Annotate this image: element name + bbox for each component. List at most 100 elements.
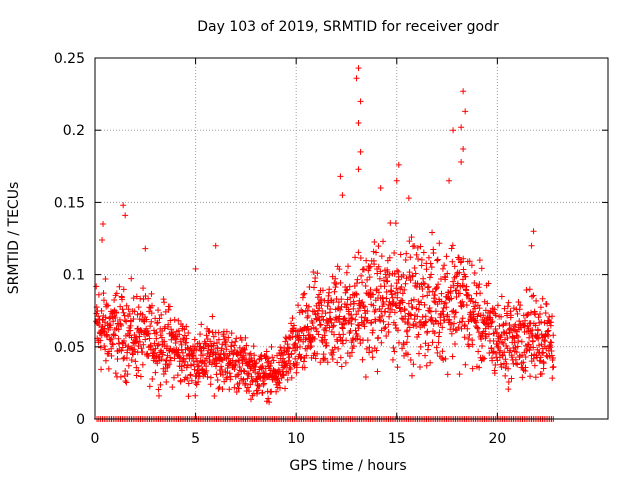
- data-point: [331, 331, 338, 338]
- data-point: [430, 250, 437, 257]
- data-point: [403, 275, 410, 282]
- data-point: [470, 308, 477, 315]
- data-point: [373, 347, 380, 354]
- data-point: [459, 298, 466, 305]
- data-point: [298, 354, 305, 361]
- data-point: [494, 302, 501, 309]
- data-point: [185, 380, 192, 387]
- data-point: [385, 328, 392, 335]
- data-point: [415, 331, 422, 338]
- data-point: [241, 381, 248, 388]
- data-point: [267, 389, 274, 396]
- data-point: [142, 336, 149, 343]
- data-point: [176, 353, 183, 360]
- data-point: [134, 338, 141, 345]
- data-point: [107, 322, 114, 329]
- data-point: [481, 355, 488, 362]
- data-point: [502, 320, 509, 327]
- data-point: [288, 374, 295, 381]
- data-point: [191, 361, 198, 368]
- data-point: [505, 299, 512, 306]
- data-point: [332, 275, 339, 282]
- data-point: [314, 294, 321, 301]
- data-point: [135, 304, 142, 311]
- data-point: [536, 311, 543, 318]
- data-point: [326, 324, 333, 331]
- data-point: [446, 177, 453, 184]
- data-point: [354, 332, 361, 339]
- data-point: [401, 307, 408, 314]
- data-point: [334, 359, 341, 366]
- data-point: [489, 349, 496, 356]
- data-point: [357, 98, 364, 105]
- data-point: [458, 325, 465, 332]
- data-point: [177, 378, 184, 385]
- data-point: [369, 327, 376, 334]
- data-point: [337, 354, 344, 361]
- data-point: [356, 322, 363, 329]
- data-point: [366, 344, 373, 351]
- data-point: [193, 346, 200, 353]
- data-point: [123, 355, 130, 362]
- data-point: [263, 348, 270, 355]
- data-point: [517, 302, 524, 309]
- data-point: [474, 325, 481, 332]
- data-point: [382, 308, 389, 315]
- data-point: [357, 148, 364, 155]
- data-point: [304, 345, 310, 352]
- data-point: [177, 354, 184, 361]
- data-point: [514, 343, 521, 350]
- data-point: [188, 377, 195, 384]
- data-point: [491, 306, 498, 313]
- data-point: [443, 304, 450, 311]
- data-point: [462, 108, 469, 115]
- data-point: [120, 286, 127, 293]
- data-point: [408, 312, 415, 319]
- data-point: [413, 323, 420, 330]
- data-point: [384, 277, 391, 284]
- data-point: [304, 307, 311, 314]
- data-point: [330, 299, 337, 306]
- data-point: [219, 341, 226, 348]
- data-point: [364, 276, 371, 283]
- data-point: [239, 360, 246, 367]
- data-point: [423, 362, 430, 369]
- data-point: [408, 297, 415, 304]
- data-point: [548, 319, 555, 326]
- data-point: [358, 314, 365, 321]
- data-point: [480, 312, 487, 319]
- data-point: [437, 320, 444, 327]
- data-point: [108, 352, 115, 359]
- data-point: [254, 387, 261, 394]
- data-point: [488, 319, 495, 326]
- data-point: [469, 365, 476, 372]
- data-point: [391, 348, 398, 355]
- data-point: [256, 383, 263, 390]
- data-point: [504, 334, 511, 341]
- data-point: [538, 370, 545, 377]
- data-point: [123, 379, 130, 386]
- data-point: [348, 311, 355, 318]
- data-point: [443, 253, 450, 260]
- data-point: [435, 339, 442, 346]
- data-point: [433, 344, 440, 351]
- data-point: [327, 305, 334, 312]
- data-point: [285, 369, 292, 376]
- data-point: [373, 286, 380, 293]
- data-point: [97, 344, 104, 351]
- data-point: [426, 304, 433, 311]
- data-point: [529, 337, 536, 344]
- data-point: [408, 234, 415, 241]
- x-ticks: 0 5 10 15 20: [91, 58, 506, 447]
- data-point: [130, 316, 137, 323]
- data-point: [493, 329, 500, 336]
- data-point: [362, 373, 369, 380]
- data-point: [252, 363, 259, 370]
- data-point: [318, 302, 325, 309]
- data-point: [539, 350, 546, 357]
- data-point: [391, 250, 398, 257]
- data-point: [409, 304, 416, 311]
- data-point: [414, 244, 421, 251]
- data-point: [313, 328, 320, 335]
- data-point: [194, 358, 201, 365]
